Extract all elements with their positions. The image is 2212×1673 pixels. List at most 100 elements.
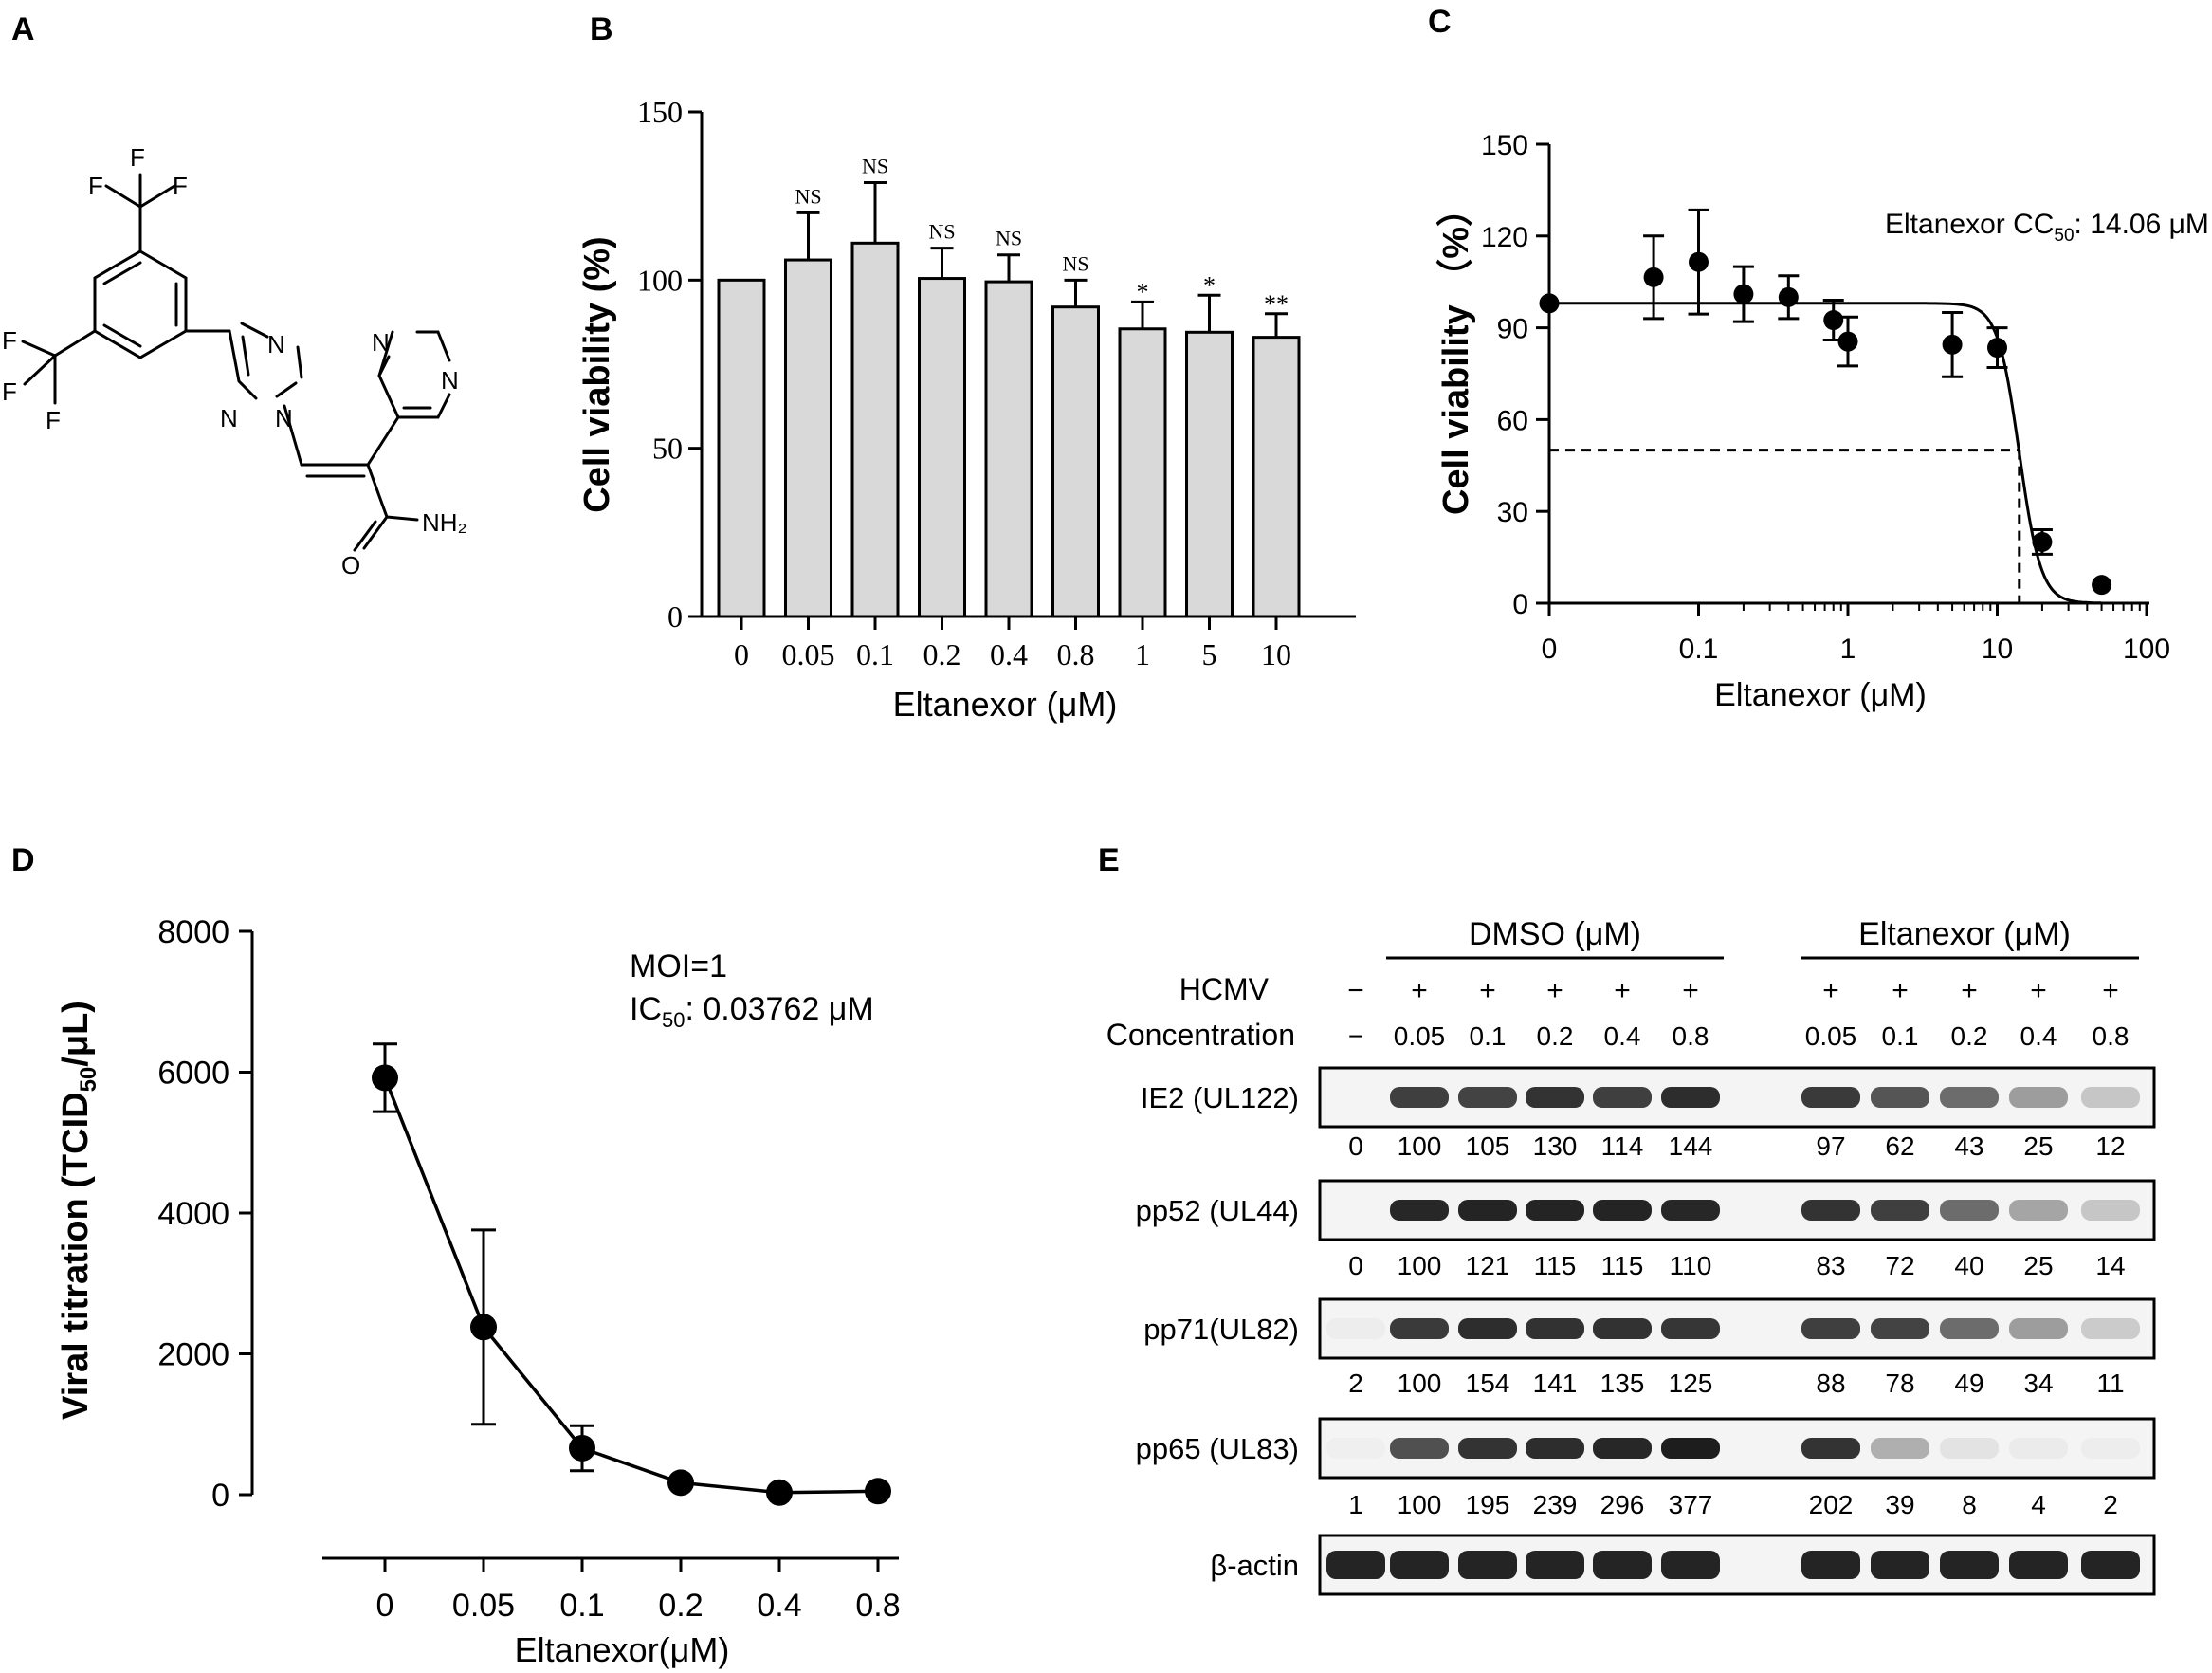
concentration-value: 0.8 — [1673, 1021, 1709, 1051]
blot-band — [1326, 1551, 1385, 1579]
panel-label-d: D — [11, 842, 35, 878]
benzene-ring — [93, 249, 188, 359]
blot-band — [1801, 1438, 1860, 1459]
band-quantification: 239 — [1533, 1490, 1578, 1519]
band-quantification: 40 — [1954, 1251, 1983, 1280]
concentration-value: 0.2 — [1951, 1021, 1988, 1051]
blot-band — [1661, 1087, 1720, 1108]
y-axis-label: Viral titration (TCID50/μL) — [56, 1001, 101, 1420]
x-tick-label: 1 — [1840, 634, 1856, 665]
ylabel-sub: 50 — [76, 1067, 101, 1093]
blot-label: pp71(UL82) — [1143, 1313, 1299, 1346]
y-tick-label: 100 — [637, 263, 683, 297]
benzene-inner-bond — [102, 261, 142, 285]
y-tick-label: 120 — [1481, 222, 1528, 253]
bond — [53, 329, 97, 358]
significance-label: NS — [795, 184, 821, 208]
pyrimidine-ring — [396, 393, 451, 419]
data-point — [766, 1479, 793, 1506]
band-quantification: 72 — [1885, 1251, 1914, 1280]
atom-label: NH₂ — [422, 508, 467, 537]
hcmv-label: HCMV — [1179, 972, 1270, 1006]
blot-band — [1458, 1200, 1517, 1221]
x-tick-label: 0.1 — [856, 637, 894, 671]
ylabel-suffix: /μL) — [56, 1001, 96, 1067]
x-tick-label: 0.4 — [990, 637, 1028, 671]
blot-band — [1526, 1200, 1584, 1221]
blot-band — [2081, 1438, 2140, 1459]
data-point — [1643, 267, 1664, 287]
benzene-inner-bond — [102, 323, 142, 348]
bond — [283, 404, 303, 467]
panel-labels: A B C D E — [11, 4, 1452, 878]
blot-band — [1871, 1200, 1929, 1221]
ic50-annotation: IC50: 0.03762 μM — [630, 991, 874, 1032]
triazole-ring — [240, 322, 269, 339]
data-point — [1987, 338, 2007, 358]
bond — [241, 335, 250, 377]
blot-band — [1871, 1087, 1929, 1108]
panel-label-a: A — [11, 11, 35, 47]
triazole-ring — [296, 345, 303, 379]
band-quantification: 100 — [1398, 1490, 1442, 1519]
atom-label: F — [88, 172, 103, 200]
y-tick-label: 0 — [211, 1478, 229, 1514]
band-quantification: 195 — [1466, 1490, 1510, 1519]
blot-band — [2081, 1200, 2140, 1221]
significance-label: NS — [1062, 251, 1088, 275]
data-points — [372, 1042, 891, 1506]
significance-label: NS — [928, 220, 955, 244]
blot-band — [1661, 1551, 1720, 1579]
blot-strips: IE2 (UL122)0 100 105 130 114 144 97 62 43 25 12pp5… — [1136, 1066, 2156, 1596]
blot-band — [2081, 1087, 2140, 1108]
hcmv-marker: + — [1411, 975, 1428, 1006]
band-quantification: 100 — [1398, 1251, 1442, 1280]
bar — [784, 258, 832, 618]
data-point — [2092, 575, 2112, 596]
blot-band — [1940, 1438, 1999, 1459]
blot-band — [2009, 1200, 2068, 1221]
x-tick-label: 1 — [1135, 637, 1150, 671]
x-ticks: 0 0.1 1 10 100 — [1542, 603, 2170, 665]
atom-label: F — [130, 143, 145, 172]
atom-label: F — [46, 406, 61, 434]
data-point — [569, 1434, 595, 1462]
data-point — [1778, 286, 1799, 307]
blot-band — [1390, 1551, 1449, 1579]
atom-label: N — [220, 404, 238, 432]
panel-d-chart: 0 2000 4000 6000 8000 0 0.05 0.1 0.2 0.4 0.8 Vira… — [56, 914, 901, 1669]
atom-label: F — [2, 326, 17, 355]
bond — [23, 354, 57, 386]
band-quantification: 100 — [1398, 1369, 1442, 1398]
band-quantification: 14 — [2095, 1251, 2125, 1280]
x-tick-label: 0.1 — [559, 1588, 604, 1624]
significance-label: NS — [996, 227, 1022, 250]
blot-band — [1526, 1087, 1584, 1108]
blot-label: pp52 (UL44) — [1136, 1194, 1299, 1227]
ic50-prefix: IC — [630, 991, 662, 1027]
bond — [385, 515, 419, 522]
blot-band — [1593, 1200, 1652, 1221]
band-quantification: 25 — [2023, 1251, 2053, 1280]
band-quantification: 110 — [1670, 1251, 1712, 1280]
blot-band — [2081, 1551, 2140, 1579]
blot-band — [1801, 1551, 1860, 1579]
band-quantification: 125 — [1669, 1369, 1713, 1398]
y-ticks: 0 50 100 150 — [637, 95, 702, 634]
hcmv-marker: + — [2102, 975, 2119, 1006]
y-tick-label: 4000 — [157, 1196, 229, 1232]
concentration-value: 0.05 — [1805, 1021, 1857, 1051]
band-quantification: 62 — [1885, 1131, 1914, 1161]
data-point — [1942, 334, 1963, 355]
cc50-suffix: : 14.06 μM — [2075, 209, 2209, 240]
significance-label: ** — [1264, 290, 1289, 318]
panel-label-b: B — [590, 11, 613, 47]
hcmv-marker: + — [1822, 975, 1839, 1006]
x-tick-label: 0 — [1542, 634, 1558, 665]
band-quantification: 121 — [1466, 1251, 1510, 1280]
bond — [353, 520, 377, 552]
cc50-annotation: Eltanexor CC50: 14.06 μM — [1885, 209, 2209, 246]
concentration-value: 0.1 — [1882, 1021, 1919, 1051]
band-quantification: 0 — [1348, 1131, 1363, 1161]
blot-band — [1458, 1087, 1517, 1108]
